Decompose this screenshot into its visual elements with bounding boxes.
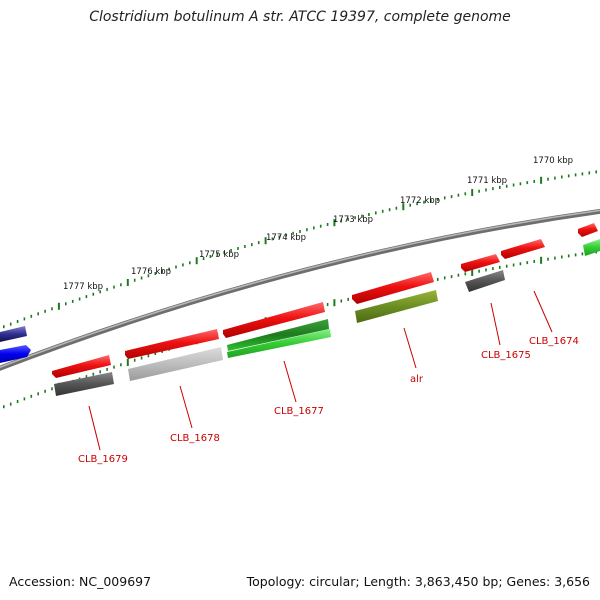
cds-feature-ring2 (227, 319, 329, 351)
cds-feature-forward (501, 239, 545, 259)
scale-label: 1771 kbp (467, 176, 507, 186)
gene-label: CLB_1677 (274, 406, 324, 417)
genome-backbone-highlight (0, 209, 600, 368)
scale-label: 1775 kbp (199, 250, 239, 260)
scale-label: 1772 kbp (400, 196, 440, 206)
cds-feature-ring2 (583, 239, 600, 256)
scale-label: 1770 kbp (533, 156, 573, 166)
gene-label: CLB_1674 (529, 336, 579, 347)
cds-feature-ring2 (128, 347, 223, 381)
map-title: Clostridium botulinum A str. ATCC 19397,… (89, 9, 511, 25)
outer-scale-ticks (2, 170, 598, 329)
scale-label: 1774 kbp (266, 233, 306, 243)
topology-info: Topology: circular; Length: 3,863,450 bp… (246, 574, 590, 589)
scale-label: 1776 kbp (131, 267, 171, 277)
cds-feature-forward (461, 254, 500, 272)
cds-feature-forward (52, 355, 111, 378)
cds-feature-ring2 (54, 372, 114, 396)
cds-feature-forward (578, 223, 598, 237)
gene-label: alr (410, 374, 424, 385)
gene-label: CLB_1679 (78, 454, 128, 465)
cds-feature-ring2 (355, 290, 438, 323)
cds-feature-blue (0, 326, 27, 342)
accession-info: Accession: NC_009697 (9, 574, 152, 589)
cds-feature-ring2 (227, 329, 331, 358)
scale-label: 1777 kbp (63, 282, 103, 292)
label-leaders (88, 290, 553, 451)
gene-label: CLB_1675 (481, 350, 531, 361)
scale-label: 1773 kbp (333, 215, 373, 225)
cds-feature-ring2 (465, 270, 505, 292)
cds-feature-blue (0, 345, 31, 363)
cds-feature-forward (223, 302, 325, 338)
gene-label: CLB_1678 (170, 433, 220, 444)
genome-backbone (0, 208, 600, 371)
cds-feature-forward (125, 329, 219, 359)
cds-feature-forward (352, 272, 434, 304)
